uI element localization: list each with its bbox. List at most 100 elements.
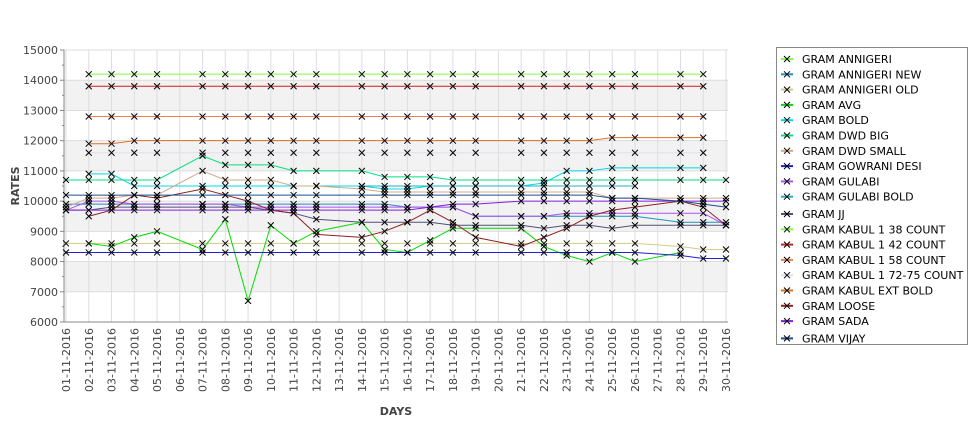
data-point bbox=[244, 200, 252, 208]
data-point bbox=[472, 176, 480, 184]
legend-item: GRAM GULABI BOLD bbox=[781, 191, 914, 204]
data-point bbox=[540, 149, 548, 157]
y-tick-label: 8000 bbox=[30, 256, 58, 269]
data-point bbox=[267, 182, 275, 190]
data-point bbox=[540, 212, 548, 220]
data-point bbox=[108, 140, 115, 148]
data-point bbox=[540, 82, 548, 90]
data-point bbox=[290, 206, 297, 214]
x-tick-label: 22-11-2016 bbox=[538, 328, 551, 392]
data-point bbox=[290, 149, 297, 157]
data-point bbox=[199, 240, 206, 247]
legend-marker-icon bbox=[783, 55, 791, 63]
legend-item: GRAM KABUL EXT BOLD bbox=[781, 285, 933, 298]
x-tick-label: 17-11-2016 bbox=[424, 328, 437, 392]
legend-marker-icon bbox=[783, 101, 791, 109]
data-point bbox=[699, 255, 707, 262]
data-point bbox=[404, 218, 411, 226]
data-point bbox=[130, 137, 138, 145]
data-point bbox=[244, 206, 252, 214]
data-point bbox=[290, 182, 297, 190]
data-point bbox=[563, 182, 571, 190]
data-point bbox=[267, 70, 275, 78]
data-point bbox=[221, 176, 229, 184]
data-point bbox=[608, 182, 616, 190]
data-point bbox=[677, 197, 684, 205]
data-point bbox=[108, 203, 115, 211]
data-point bbox=[699, 246, 707, 253]
data-point bbox=[699, 221, 707, 229]
data-point bbox=[85, 113, 93, 120]
data-point bbox=[631, 176, 639, 184]
data-point bbox=[130, 182, 138, 190]
x-tick-label: 27-11-2016 bbox=[652, 328, 665, 392]
data-point bbox=[699, 200, 707, 208]
data-point bbox=[108, 149, 115, 157]
data-point bbox=[426, 137, 434, 145]
data-point bbox=[586, 212, 593, 220]
data-point bbox=[586, 191, 593, 199]
data-point bbox=[244, 249, 252, 256]
data-point bbox=[517, 221, 525, 229]
data-point bbox=[108, 70, 115, 78]
data-point bbox=[517, 70, 525, 78]
data-point bbox=[722, 218, 730, 226]
x-tick-label: 06-11-2016 bbox=[174, 328, 187, 392]
data-point bbox=[540, 137, 548, 145]
y-axis-label: RATES bbox=[9, 166, 22, 205]
data-point bbox=[608, 70, 616, 78]
data-point bbox=[130, 191, 138, 199]
data-point bbox=[517, 149, 525, 157]
series-markers bbox=[62, 70, 730, 305]
data-point bbox=[426, 188, 434, 196]
data-point bbox=[199, 191, 206, 199]
legend-label: GRAM DWD SMALL bbox=[802, 145, 907, 158]
data-point bbox=[699, 194, 707, 202]
legend-label: GRAM JJ bbox=[802, 208, 845, 221]
data-point bbox=[199, 249, 206, 256]
data-point bbox=[563, 113, 571, 120]
data-point bbox=[631, 240, 639, 247]
data-point bbox=[563, 137, 571, 145]
data-point bbox=[199, 185, 206, 193]
data-point bbox=[108, 191, 115, 199]
legend-label: GRAM KABUL 1 72-75 COUNT bbox=[802, 269, 964, 282]
data-point bbox=[312, 206, 320, 214]
data-point bbox=[358, 167, 366, 175]
data-point bbox=[290, 240, 297, 247]
data-point bbox=[677, 252, 684, 259]
data-point bbox=[404, 240, 411, 247]
data-point bbox=[153, 182, 161, 190]
data-point bbox=[404, 188, 411, 196]
data-point bbox=[221, 161, 229, 169]
data-point bbox=[677, 82, 684, 90]
data-point bbox=[472, 249, 480, 256]
series-line bbox=[66, 200, 726, 211]
data-point bbox=[540, 234, 548, 241]
x-tick-label: 21-11-2016 bbox=[515, 328, 528, 392]
data-point bbox=[677, 243, 684, 250]
x-tick-label: 25-11-2016 bbox=[606, 328, 619, 392]
legend: GRAM ANNIGERI GRAM ANNIGERI NEW GRAM ANNIG… bbox=[776, 47, 968, 345]
data-point bbox=[677, 113, 684, 120]
data-point bbox=[631, 203, 639, 211]
data-point bbox=[449, 203, 457, 211]
data-point bbox=[108, 197, 115, 205]
legend-marker-icon bbox=[783, 116, 791, 124]
legend-marker-icon bbox=[783, 287, 791, 294]
data-point bbox=[586, 176, 593, 184]
data-point bbox=[290, 113, 297, 120]
data-point bbox=[540, 191, 548, 199]
data-point bbox=[153, 191, 161, 199]
axes: 01-11-2016 02-11-2016 03-11-2016 04-11-2016… bbox=[23, 44, 733, 392]
data-point bbox=[540, 179, 548, 187]
x-tick-label: 24-11-2016 bbox=[583, 328, 596, 392]
data-point bbox=[130, 113, 138, 120]
data-point bbox=[153, 70, 161, 78]
data-point bbox=[153, 176, 161, 184]
data-point bbox=[563, 197, 571, 205]
data-point bbox=[267, 161, 275, 169]
data-point bbox=[472, 188, 480, 196]
data-point bbox=[586, 209, 593, 217]
